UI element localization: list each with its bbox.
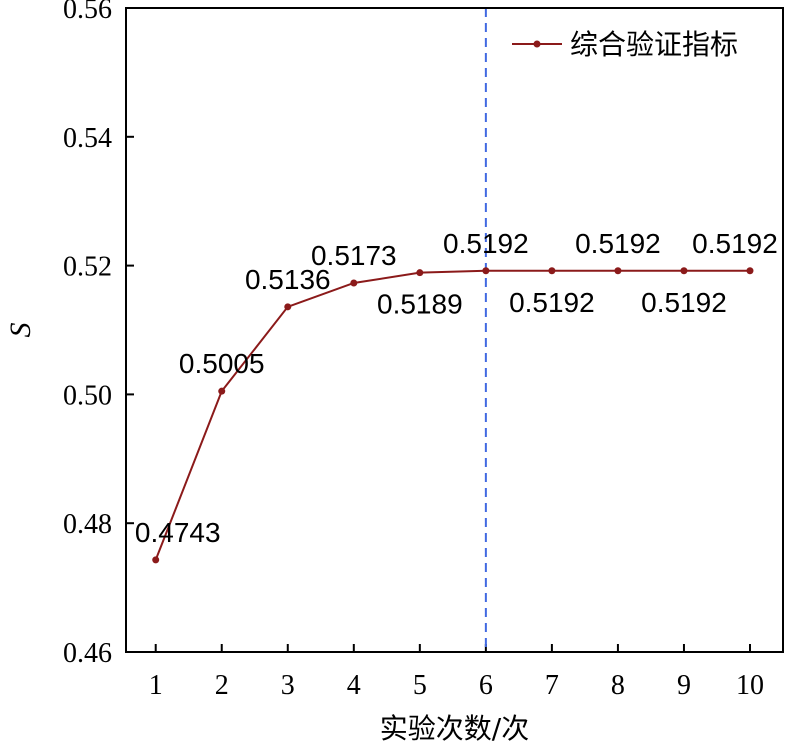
y-tick-label: 0.48 <box>63 509 112 540</box>
x-tick-label: 6 <box>479 670 493 701</box>
legend: 综合验证指标 <box>512 28 738 61</box>
data-point <box>746 267 754 275</box>
y-axis-ticks: 0.46 0.48 0.50 0.52 0.54 0.56 <box>63 0 134 669</box>
y-tick-label: 0.46 <box>63 638 112 669</box>
data-point <box>152 556 160 564</box>
series-line <box>154 269 750 561</box>
x-tick-label: 5 <box>413 670 427 701</box>
data-label: 0.5192 <box>575 228 661 259</box>
data-point <box>218 387 226 395</box>
x-axis-title: 实验次数/次 <box>380 712 529 745</box>
data-label: 0.5192 <box>443 228 529 259</box>
data-label: 0.5173 <box>311 240 397 271</box>
y-tick-label: 0.52 <box>63 252 112 283</box>
y-tick-label: 0.54 <box>63 123 112 154</box>
x-tick-label: 3 <box>281 670 295 701</box>
data-label: 0.5192 <box>509 287 595 318</box>
y-tick-label: 0.56 <box>63 0 112 25</box>
data-point <box>416 269 424 277</box>
series-points <box>152 267 754 564</box>
x-tick-label: 1 <box>149 670 163 701</box>
data-point <box>548 267 556 275</box>
x-tick-label: 7 <box>545 670 559 701</box>
data-label: 0.4743 <box>135 517 221 548</box>
x-tick-label: 8 <box>611 670 625 701</box>
data-point <box>284 303 292 311</box>
data-point <box>482 267 490 275</box>
data-label: 0.5192 <box>692 228 778 259</box>
data-point <box>350 279 358 287</box>
data-point <box>680 267 688 275</box>
data-label: 0.5136 <box>245 264 331 295</box>
plot-frame <box>125 7 784 653</box>
y-tick-label: 0.50 <box>63 380 112 411</box>
legend-marker <box>533 40 541 48</box>
x-tick-label: 10 <box>736 670 764 701</box>
data-label: 0.5005 <box>179 348 265 379</box>
x-axis-ticks: 1 2 3 4 5 6 7 8 9 10 <box>149 644 764 701</box>
x-tick-label: 9 <box>677 670 691 701</box>
data-label: 0.5192 <box>641 287 727 318</box>
x-tick-label: 2 <box>215 670 229 701</box>
y-axis-title: S <box>4 323 37 338</box>
x-tick-label: 4 <box>347 670 361 701</box>
legend-entry: 综合验证指标 <box>570 28 738 61</box>
data-label: 0.5189 <box>377 289 463 320</box>
data-point <box>614 267 622 275</box>
